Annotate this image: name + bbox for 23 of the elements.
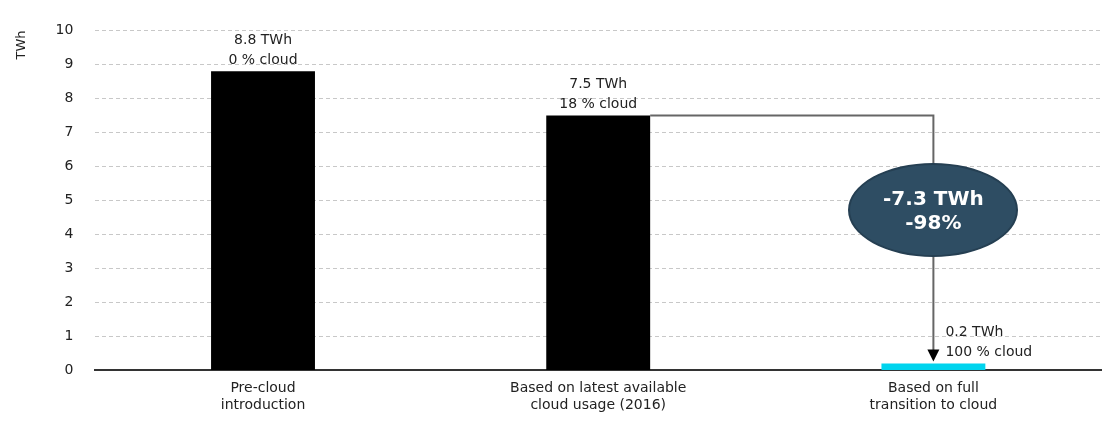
y-tick-label: 2 [64, 293, 74, 310]
y-tick-label: 7 [64, 123, 74, 140]
y-tick-label: 1 [64, 327, 74, 344]
y-tick-label: 9 [64, 55, 74, 72]
y-tick-label: 6 [64, 157, 74, 174]
y-tick-label: 10 [55, 21, 74, 38]
y-tick-label: 0 [64, 361, 74, 378]
oval-badge: -7.3 TWh -98% [848, 162, 1019, 257]
y-axis-title: TWh [13, 30, 29, 61]
x-tick-label: Based on latest available cloud usage (2016) [510, 379, 687, 413]
data-label: 8.8 TWh 0 % cloud [228, 30, 298, 67]
y-tick-label: 3 [64, 259, 74, 276]
y-tick-label: 4 [64, 225, 74, 242]
bar [881, 363, 986, 370]
data-label: 7.5 TWh 18 % cloud [559, 75, 638, 112]
x-tick-label: Based on full transition to cloud [869, 379, 998, 413]
annotation: -7.3 TWh -98% [883, 185, 984, 234]
y-tick-label: 8 [64, 89, 74, 106]
y-tick-label: 5 [64, 191, 74, 208]
bar [211, 71, 315, 370]
data-label: 0.2 TWh 100 % cloud [945, 323, 1033, 360]
bar [546, 115, 651, 370]
x-tick-label: Pre-cloud introduction [220, 379, 306, 413]
